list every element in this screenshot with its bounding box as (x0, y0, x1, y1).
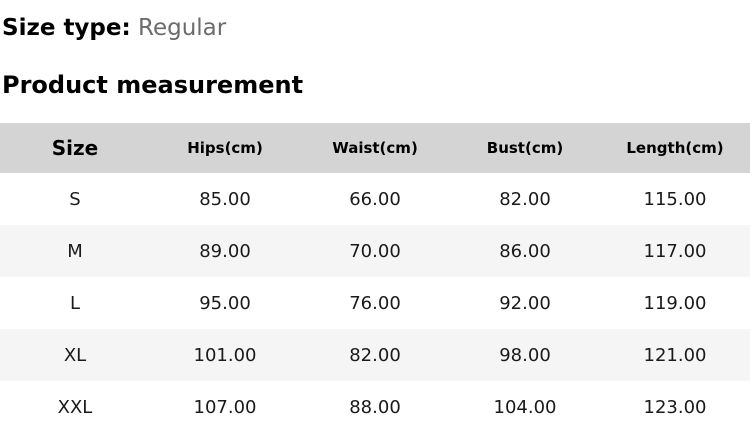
bust-cell: 86.00 (499, 240, 551, 262)
size-type-row: Size type: Regular (2, 14, 750, 44)
product-measurement-title: Product measurement (2, 70, 304, 99)
column-header-bust: Bust(cm) (486, 139, 564, 158)
column-header-waist: Waist(cm) (332, 139, 418, 158)
size-cell: XXL (57, 396, 93, 418)
hips-cell: 85.00 (199, 188, 251, 210)
size-cell: S (69, 188, 81, 210)
column-header-size: Size (51, 136, 99, 161)
length-cell: 123.00 (643, 396, 707, 418)
hips-cell: 89.00 (199, 240, 251, 262)
size-type-label: Size type: (2, 15, 131, 41)
length-cell: 115.00 (643, 188, 707, 210)
table-row: L 95.00 76.00 92.00 119.00 (0, 277, 750, 330)
size-cell: M (67, 240, 83, 262)
size-cell: L (69, 292, 81, 314)
length-cell: 117.00 (643, 240, 707, 262)
length-cell: 121.00 (643, 344, 707, 366)
hips-cell: 101.00 (193, 344, 257, 366)
waist-cell: 70.00 (349, 240, 401, 262)
bust-cell: 98.00 (499, 344, 551, 366)
measurement-table: Size Hips(cm) Waist(cm) Bust(cm) Length(… (0, 123, 750, 434)
table-row: XXL 107.00 88.00 104.00 123.00 (0, 381, 750, 434)
table-row: XL 101.00 82.00 98.00 121.00 (0, 329, 750, 382)
table-row: M 89.00 70.00 86.00 117.00 (0, 225, 750, 278)
waist-cell: 82.00 (349, 344, 401, 366)
waist-cell: 66.00 (349, 188, 401, 210)
table-header-row: Size Hips(cm) Waist(cm) Bust(cm) Length(… (0, 123, 750, 174)
waist-cell: 88.00 (349, 396, 401, 418)
size-cell: XL (63, 344, 87, 366)
waist-cell: 76.00 (349, 292, 401, 314)
bust-cell: 82.00 (499, 188, 551, 210)
column-header-length: Length(cm) (626, 139, 724, 158)
bust-cell: 104.00 (493, 396, 557, 418)
column-header-hips: Hips(cm) (187, 139, 263, 158)
hips-cell: 95.00 (199, 292, 251, 314)
length-cell: 119.00 (643, 292, 707, 314)
bust-cell: 92.00 (499, 292, 551, 314)
table-row: S 85.00 66.00 82.00 115.00 (0, 173, 750, 226)
size-type-value: Regular (138, 15, 227, 41)
hips-cell: 107.00 (193, 396, 257, 418)
